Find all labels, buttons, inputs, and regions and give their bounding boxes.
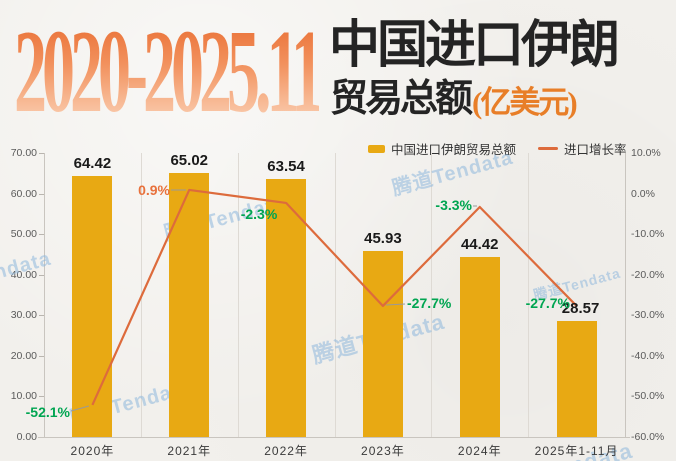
page-title: 中国进口伊朗: [329, 18, 620, 74]
bar-value-label: 64.42: [73, 154, 112, 172]
right-axis-line: [625, 153, 626, 437]
x-axis-label: 2023年: [361, 444, 405, 458]
x-axis-label: 2020年: [70, 444, 115, 458]
growth-rate-label: -2.3%: [240, 206, 278, 222]
legend-bar-swatch-icon: [368, 144, 385, 153]
y-axis-left-label: 60.00: [10, 187, 37, 200]
growth-rate-label: -27.7%: [525, 295, 570, 311]
legend-line-label: 进口增长率: [564, 143, 627, 157]
x-axis-label: 2025年1-11月: [534, 444, 619, 458]
y-axis-tick: [39, 193, 44, 195]
category-separator-line: [334, 153, 336, 437]
y-axis-tick: [39, 396, 44, 398]
page-subtitle-text: 贸易总额: [330, 78, 473, 120]
bar-2025年1-11月: [556, 321, 597, 437]
bar-2020年: [72, 175, 113, 437]
y-axis-right-label: -50.0%: [631, 390, 665, 403]
legend-bar-label: 中国进口伊朗贸易总额: [391, 143, 517, 157]
x-axis-label: 2021年: [167, 444, 212, 458]
y-axis-tick: [39, 274, 44, 276]
category-separator-line: [237, 153, 239, 437]
y-axis-right-label: -10.0%: [631, 228, 665, 241]
y-axis-right-label: -40.0%: [631, 349, 665, 362]
y-axis-tick: [39, 315, 44, 317]
page-subtitle-unit: (亿美元): [472, 85, 578, 120]
y-axis-left-label: 70.00: [10, 147, 37, 159]
y-axis-left-label: 20.00: [10, 349, 37, 362]
chart-legend: 中国进口伊朗贸易总额 进口增长率: [368, 139, 627, 158]
watermark-text: 腾道Tendata: [0, 247, 54, 302]
x-axis-label: 2022年: [264, 444, 308, 458]
y-axis-left-label: 0.00: [16, 431, 37, 443]
y-axis-left-label: 10.00: [10, 390, 37, 403]
left-axis-line: [44, 153, 45, 437]
bar-value-label: 63.54: [267, 158, 305, 176]
year-range-title: 2020-2025.11: [14, 6, 324, 139]
y-axis-right-label: 10.0%: [631, 147, 661, 159]
bar-value-label: 45.93: [364, 229, 402, 247]
y-axis-left-label: 40.00: [10, 268, 37, 281]
y-axis-right-label: -30.0%: [631, 309, 665, 322]
growth-rate-label: -27.7%: [407, 295, 452, 311]
page-subtitle: 贸易总额 (亿美元): [330, 78, 578, 120]
x-axis-line: [38, 437, 630, 438]
y-axis-tick: [39, 153, 44, 154]
growth-rate-label: -3.3%: [435, 197, 472, 213]
x-axis-label: 2024年: [457, 444, 502, 458]
y-axis-left-label: 30.00: [10, 309, 37, 322]
legend-line-swatch-icon: [538, 147, 559, 150]
growth-rate-label: -52.1%: [25, 404, 70, 420]
y-axis-right-label: 0.0%: [631, 187, 655, 200]
bar-value-label: 44.42: [460, 235, 499, 253]
y-axis-tick: [39, 234, 44, 236]
bar-value-label: 28.57: [561, 300, 600, 318]
growth-rate-label: 0.9%: [138, 182, 170, 198]
y-axis-right-label: -60.0%: [631, 431, 665, 443]
bar-2024年: [459, 256, 500, 437]
y-axis-tick: [39, 355, 44, 357]
bar-value-label: 65.02: [170, 152, 209, 170]
bar-2021年: [169, 173, 210, 437]
y-axis-left-label: 50.00: [10, 228, 37, 241]
bar-2023年: [362, 250, 403, 437]
y-axis-right-label: -20.0%: [631, 268, 665, 281]
